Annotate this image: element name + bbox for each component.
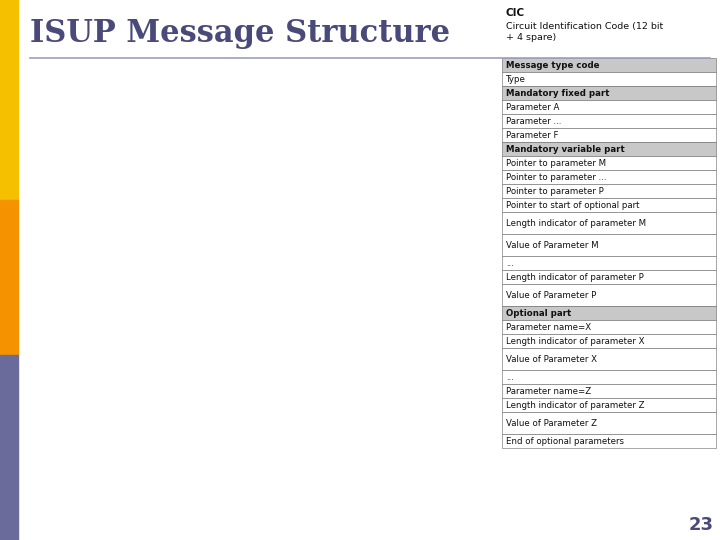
Bar (502, 58, 716, 72)
Text: Optional part: Optional part (506, 308, 571, 318)
Bar (0, 0, 18, 200)
Bar (502, 142, 716, 156)
Bar (502, 434, 716, 448)
Bar (0, 355, 18, 540)
Text: Type: Type (506, 75, 526, 84)
Text: CIC: CIC (506, 8, 525, 18)
Text: Mandatory fixed part: Mandatory fixed part (506, 89, 610, 98)
Bar (502, 198, 716, 212)
Text: Length indicator of parameter P: Length indicator of parameter P (506, 273, 644, 281)
Text: Length indicator of parameter Z: Length indicator of parameter Z (506, 401, 644, 409)
Text: Value of Parameter X: Value of Parameter X (506, 354, 597, 363)
Bar (502, 234, 716, 256)
Text: ISUP Message Structure: ISUP Message Structure (30, 18, 450, 49)
Bar (502, 306, 716, 320)
Bar (502, 100, 716, 114)
Bar (502, 114, 716, 128)
Text: Mandatory variable part: Mandatory variable part (506, 145, 625, 153)
Bar (502, 72, 716, 86)
Bar (502, 256, 716, 270)
Text: Value of Parameter Z: Value of Parameter Z (506, 418, 597, 428)
Text: Circuit Identification Code (12 bit
+ 4 spare): Circuit Identification Code (12 bit + 4 … (506, 22, 663, 42)
Text: Parameter A: Parameter A (506, 103, 559, 111)
Bar (502, 384, 716, 398)
Bar (502, 184, 716, 198)
Text: Length indicator of parameter X: Length indicator of parameter X (506, 336, 644, 346)
Bar (502, 334, 716, 348)
Text: End of optional parameters: End of optional parameters (506, 436, 624, 446)
Bar (502, 370, 716, 384)
Text: Parameter name=X: Parameter name=X (506, 322, 591, 332)
Text: Message type code: Message type code (506, 60, 600, 70)
Text: Parameter name=Z: Parameter name=Z (506, 387, 591, 395)
Text: Length indicator of parameter M: Length indicator of parameter M (506, 219, 646, 227)
Bar (0, 200, 18, 355)
Bar (502, 320, 716, 334)
Bar (502, 270, 716, 284)
Bar (502, 128, 716, 142)
Text: Pointer to parameter P: Pointer to parameter P (506, 186, 604, 195)
Text: Value of Parameter P: Value of Parameter P (506, 291, 596, 300)
Text: ...: ... (506, 373, 514, 381)
Bar (502, 212, 716, 234)
Bar (502, 86, 716, 100)
Text: Parameter F: Parameter F (506, 131, 559, 139)
Text: 23: 23 (689, 516, 714, 534)
Text: ...: ... (506, 259, 514, 267)
Text: Value of Parameter M: Value of Parameter M (506, 240, 598, 249)
Text: Pointer to start of optional part: Pointer to start of optional part (506, 200, 639, 210)
Bar (502, 412, 716, 434)
Bar (502, 398, 716, 412)
Bar (502, 284, 716, 306)
Bar (502, 170, 716, 184)
Text: Parameter ...: Parameter ... (506, 117, 562, 125)
Bar (502, 156, 716, 170)
Bar (502, 348, 716, 370)
Text: Pointer to parameter ...: Pointer to parameter ... (506, 172, 606, 181)
Text: Pointer to parameter M: Pointer to parameter M (506, 159, 606, 167)
